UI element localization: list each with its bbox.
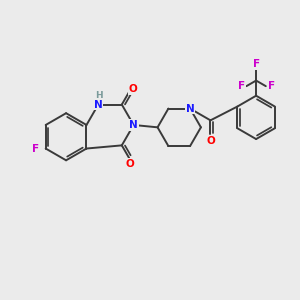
Text: N: N (186, 103, 194, 114)
Text: O: O (125, 159, 134, 169)
Text: H: H (95, 91, 103, 100)
Text: N: N (94, 100, 103, 110)
Text: F: F (238, 81, 245, 91)
Text: F: F (253, 59, 260, 69)
Text: F: F (268, 81, 275, 91)
Text: O: O (206, 136, 215, 146)
Text: F: F (32, 143, 39, 154)
Text: O: O (129, 85, 138, 94)
Text: N: N (129, 120, 138, 130)
